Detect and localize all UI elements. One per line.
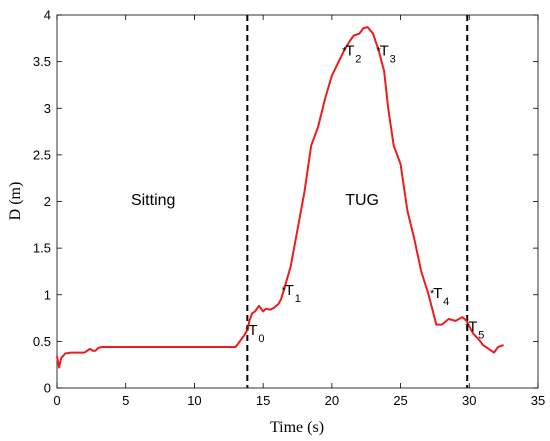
event-marker: *T 2 xyxy=(342,42,361,65)
marker-star-icon: * xyxy=(342,45,347,57)
event-marker: *T 5 xyxy=(465,318,484,341)
series-line xyxy=(56,26,504,369)
y-tick-label: 3.5 xyxy=(33,54,51,69)
y-tick-label: 4 xyxy=(44,8,51,23)
marker-subscript: 0 xyxy=(258,333,264,345)
y-tick-label: 0 xyxy=(44,381,51,396)
region-labels: Sitting TUG xyxy=(131,192,379,209)
y-tick-label: 1 xyxy=(44,287,51,302)
x-tick-label: 10 xyxy=(187,393,201,408)
x-tick-label: 35 xyxy=(531,393,545,408)
event-marker: *T 1 xyxy=(282,282,301,305)
marker-label: T xyxy=(433,285,442,302)
tick-marks xyxy=(56,14,539,389)
y-tick-label: 1.5 xyxy=(33,241,51,256)
marker-star-icon: * xyxy=(245,325,250,337)
y-tick-label: 0.5 xyxy=(33,334,51,349)
y-tick-label: 3 xyxy=(44,101,51,116)
region-label: Sitting xyxy=(131,192,175,209)
marker-subscript: 5 xyxy=(478,329,484,341)
marker-subscript: 3 xyxy=(390,53,396,65)
x-tick-label: 0 xyxy=(53,393,60,408)
marker-label: T xyxy=(380,42,389,59)
marker-star-icon: * xyxy=(376,45,381,57)
event-marker: *T 0 xyxy=(245,322,264,345)
marker-label: T xyxy=(285,282,294,299)
marker-star-icon: * xyxy=(282,285,287,297)
marker-star-icon: * xyxy=(430,288,435,300)
y-tick-label: 2.5 xyxy=(33,147,51,162)
x-tick-label: 15 xyxy=(256,393,270,408)
event-markers: *T 0*T 1*T 2*T 3*T 4*T 5 xyxy=(245,42,484,345)
marker-label: T xyxy=(468,318,477,335)
marker-label: T xyxy=(345,42,354,59)
marker-subscript: 2 xyxy=(355,53,361,65)
marker-label: T xyxy=(248,322,257,339)
marker-star-icon: * xyxy=(465,321,470,333)
region-label: TUG xyxy=(345,192,379,209)
x-axis-label: Time (s) xyxy=(270,419,324,436)
event-marker: *T 4 xyxy=(430,285,449,308)
x-tick-label: 5 xyxy=(122,393,129,408)
event-marker: *T 3 xyxy=(376,42,395,65)
marker-subscript: 1 xyxy=(295,293,301,305)
x-tick-label: 20 xyxy=(325,393,339,408)
y-tick-label: 2 xyxy=(44,194,51,209)
x-tick-label: 25 xyxy=(393,393,407,408)
x-tick-label: 30 xyxy=(462,393,476,408)
y-axis-label: D (m) xyxy=(7,182,24,221)
marker-subscript: 4 xyxy=(443,296,449,308)
